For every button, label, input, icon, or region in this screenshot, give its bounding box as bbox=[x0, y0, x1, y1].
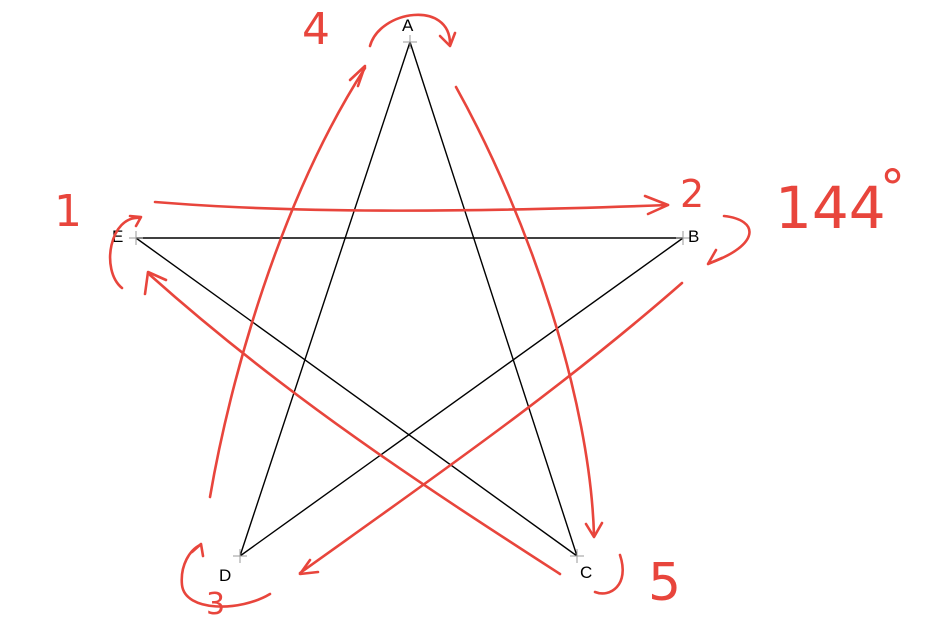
arrow-a-to-c-head bbox=[584, 521, 604, 539]
arrow-a-hook bbox=[368, 13, 452, 48]
arrow-e-hook-head bbox=[128, 214, 143, 228]
arrow-c-to-e-head bbox=[143, 270, 168, 296]
step-number-4: 4 bbox=[302, 4, 330, 55]
vertex-label-d: D bbox=[219, 566, 231, 585]
arrow-c-hook bbox=[593, 553, 624, 595]
star-lines bbox=[135, 41, 684, 557]
vertex-marker-c bbox=[570, 549, 584, 563]
arrow-d-hook-head bbox=[190, 542, 205, 558]
vertex-label-c: C bbox=[580, 563, 592, 582]
vertex-marker-a bbox=[403, 35, 417, 49]
handwritten-annotations: 1 2 3 4 5 144 ° bbox=[54, 4, 905, 622]
vertex-label-a: A bbox=[402, 16, 414, 35]
arrow-b-hook bbox=[708, 214, 751, 265]
arrow-b-to-d-head bbox=[298, 558, 320, 576]
vertex-markers bbox=[129, 35, 690, 563]
vertex-label-e: E bbox=[112, 227, 123, 246]
arrow-e-to-b-head bbox=[643, 194, 670, 216]
arrow-b-to-d bbox=[298, 281, 684, 575]
arrow-a-to-c bbox=[454, 85, 596, 537]
edge-a-d bbox=[239, 41, 411, 557]
arrow-e-to-b bbox=[153, 200, 670, 212]
arrow-c-to-e bbox=[148, 273, 562, 576]
edge-a-c bbox=[409, 41, 578, 557]
edge-e-c bbox=[135, 237, 578, 557]
vertex-marker-b bbox=[676, 231, 690, 245]
traversal-arrows bbox=[108, 13, 751, 608]
vertex-marker-d bbox=[233, 549, 247, 563]
arrow-d-hook bbox=[180, 543, 272, 608]
arrow-a-hook-head bbox=[438, 31, 457, 48]
arrow-d-to-a bbox=[208, 66, 367, 499]
angle-value: 144 bbox=[775, 174, 886, 242]
arrow-b-hook-head bbox=[706, 248, 724, 266]
vertex-label-b: B bbox=[688, 227, 699, 246]
step-number-5: 5 bbox=[648, 553, 681, 613]
angle-degree-symbol: ° bbox=[880, 159, 905, 217]
step-number-2: 2 bbox=[680, 172, 704, 216]
step-number-3: 3 bbox=[206, 587, 225, 622]
arrow-d-to-a-head bbox=[348, 64, 367, 88]
arrow-e-hook bbox=[108, 216, 142, 290]
vertex-marker-e bbox=[129, 231, 143, 245]
step-number-1: 1 bbox=[54, 186, 82, 237]
edge-b-d bbox=[239, 237, 684, 557]
